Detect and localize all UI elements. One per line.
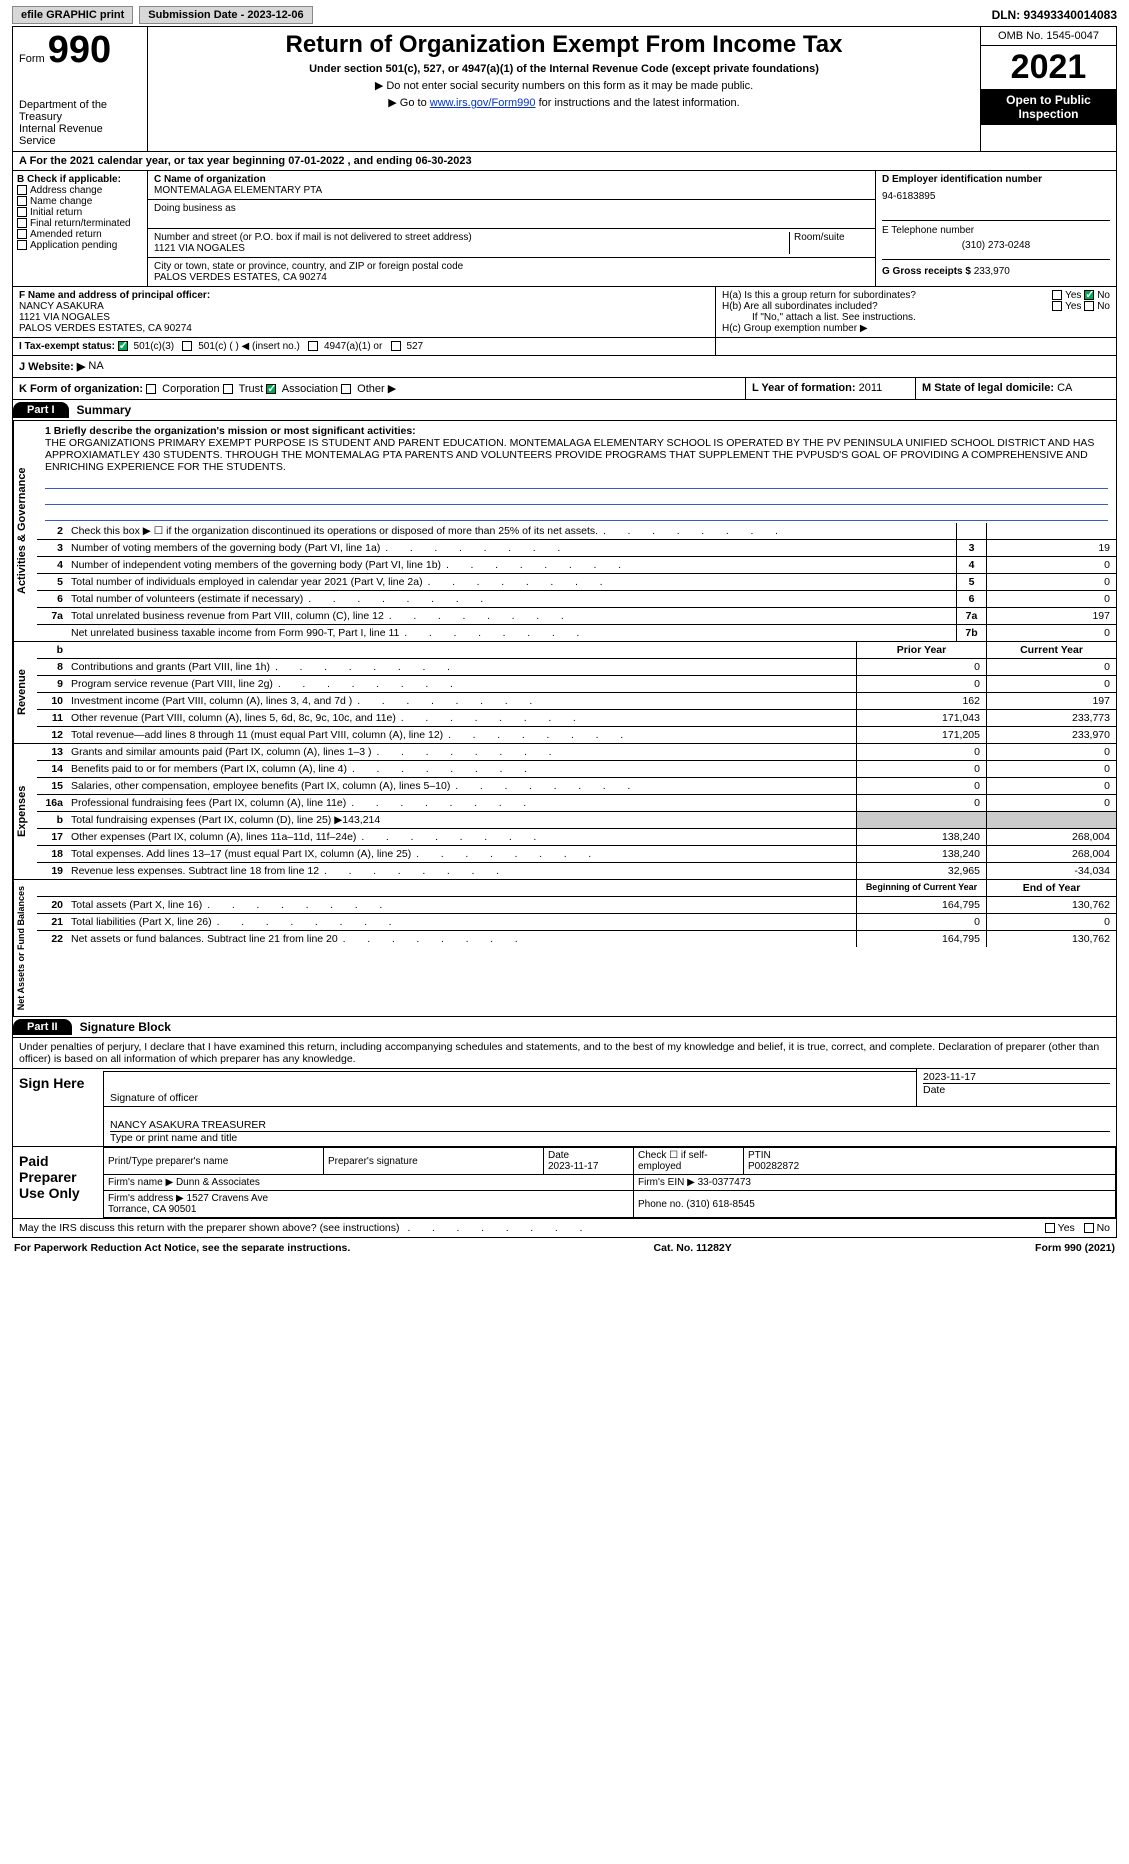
part2-header: Part II Signature Block bbox=[12, 1017, 1117, 1038]
rev-label: Revenue bbox=[13, 642, 37, 743]
sign-date: 2023-11-17 bbox=[923, 1071, 1110, 1083]
exp-line: 15Salaries, other compensation, employee… bbox=[37, 778, 1116, 795]
dln-text: DLN: 93493340014083 bbox=[992, 8, 1117, 22]
section-klm: K Form of organization: Corporation Trus… bbox=[12, 378, 1117, 400]
declaration-text: Under penalties of perjury, I declare th… bbox=[13, 1038, 1116, 1069]
gov-line: 6Total number of volunteers (estimate if… bbox=[37, 591, 1116, 608]
preparer-table: Print/Type preparer's name Preparer's si… bbox=[103, 1147, 1116, 1218]
form-title: Return of Organization Exempt From Incom… bbox=[158, 31, 970, 59]
part1-header: Part I Summary bbox=[12, 400, 1117, 421]
org-name: MONTEMALAGA ELEMENTARY PTA bbox=[154, 185, 322, 196]
exp-line: 13Grants and similar amounts paid (Part … bbox=[37, 744, 1116, 761]
org-city: PALOS VERDES ESTATES, CA 90274 bbox=[154, 272, 327, 283]
net-line: 20Total assets (Part X, line 16)164,7951… bbox=[37, 897, 1116, 914]
signature-block: Under penalties of perjury, I declare th… bbox=[12, 1038, 1117, 1238]
ptin: P00282872 bbox=[748, 1161, 799, 1172]
mission-block: 1 Briefly describe the organization's mi… bbox=[37, 421, 1116, 523]
rev-line: 10Investment income (Part VIII, column (… bbox=[37, 693, 1116, 710]
paid-preparer-label: Paid Preparer Use Only bbox=[13, 1147, 103, 1218]
net-line: 22Net assets or fund balances. Subtract … bbox=[37, 931, 1116, 947]
gov-line: 4Number of independent voting members of… bbox=[37, 557, 1116, 574]
omb-number: OMB No. 1545-0047 bbox=[981, 27, 1116, 46]
section-c: C Name of organizationMONTEMALAGA ELEMEN… bbox=[148, 171, 876, 286]
irs-link[interactable]: www.irs.gov/Form990 bbox=[430, 97, 536, 109]
open-to-public: Open to Public Inspection bbox=[981, 89, 1116, 125]
gov-line: Net unrelated business taxable income fr… bbox=[37, 625, 1116, 641]
rev-line: 12Total revenue—add lines 8 through 11 (… bbox=[37, 727, 1116, 743]
dept-text: Department of the Treasury Internal Reve… bbox=[19, 99, 141, 147]
form-note1: ▶ Do not enter social security numbers o… bbox=[158, 79, 970, 92]
gov-line: 7aTotal unrelated business revenue from … bbox=[37, 608, 1116, 625]
firm-ein: 33-0377473 bbox=[698, 1177, 751, 1188]
gov-line: 5Total number of individuals employed in… bbox=[37, 574, 1116, 591]
website: NA bbox=[88, 360, 103, 373]
top-toolbar: efile GRAPHIC print Submission Date - 20… bbox=[12, 4, 1117, 27]
calendar-year-line: A For the 2021 calendar year, or tax yea… bbox=[12, 152, 1117, 171]
exp-line: bTotal fundraising expenses (Part IX, co… bbox=[37, 812, 1116, 829]
exp-line: 17Other expenses (Part IX, column (A), l… bbox=[37, 829, 1116, 846]
submission-date-button[interactable]: Submission Date - 2023-12-06 bbox=[139, 6, 312, 24]
ein: 94-6183895 bbox=[882, 185, 1110, 202]
org-street: 1121 VIA NOGALES bbox=[154, 243, 245, 254]
exp-label: Expenses bbox=[13, 744, 37, 879]
mission-text: THE ORGANIZATIONS PRIMARY EXEMPT PURPOSE… bbox=[45, 437, 1108, 473]
form-subtitle: Under section 501(c), 527, or 4947(a)(1)… bbox=[158, 63, 970, 75]
form-label: Form bbox=[19, 53, 45, 65]
officer-name-title: NANCY ASAKURA TREASURER bbox=[110, 1119, 1110, 1131]
section-j: J Website: ▶ NA bbox=[12, 356, 1117, 378]
exp-line: 14Benefits paid to or for members (Part … bbox=[37, 761, 1116, 778]
net-header-row: Beginning of Current Year End of Year bbox=[37, 880, 1116, 897]
efile-button[interactable]: efile GRAPHIC print bbox=[12, 6, 133, 24]
form-note2: ▶ Go to www.irs.gov/Form990 for instruct… bbox=[158, 96, 970, 109]
sign-here-label: Sign Here bbox=[13, 1069, 103, 1146]
firm-name: Dunn & Associates bbox=[176, 1177, 260, 1188]
exp-line: 19Revenue less expenses. Subtract line 1… bbox=[37, 863, 1116, 879]
page-footer: For Paperwork Reduction Act Notice, see … bbox=[12, 1238, 1117, 1258]
section-b: B Check if applicable: Address change Na… bbox=[13, 171, 148, 286]
tax-year: 2021 bbox=[981, 46, 1116, 89]
rev-line: 9Program service revenue (Part VIII, lin… bbox=[37, 676, 1116, 693]
section-i: I Tax-exempt status: 501(c)(3) 501(c) ( … bbox=[12, 338, 1117, 356]
phone: (310) 273-0248 bbox=[882, 236, 1110, 251]
firm-phone: (310) 618-8545 bbox=[686, 1199, 754, 1210]
gross-receipts: 233,970 bbox=[974, 266, 1010, 277]
officer-name: NANCY ASAKURA bbox=[19, 301, 104, 312]
exp-line: 18Total expenses. Add lines 13–17 (must … bbox=[37, 846, 1116, 863]
net-line: 21Total liabilities (Part X, line 26)00 bbox=[37, 914, 1116, 931]
gov-line: 2Check this box ▶ ☐ if the organization … bbox=[37, 523, 1116, 540]
section-fh: F Name and address of principal officer:… bbox=[12, 287, 1117, 338]
gov-label: Activities & Governance bbox=[13, 421, 37, 641]
rev-line: 8Contributions and grants (Part VIII, li… bbox=[37, 659, 1116, 676]
net-label: Net Assets or Fund Balances bbox=[13, 880, 37, 1016]
may-discuss-row: May the IRS discuss this return with the… bbox=[13, 1219, 1116, 1237]
form-header: Form 990 Department of the Treasury Inte… bbox=[12, 27, 1117, 152]
gov-line: 3Number of voting members of the governi… bbox=[37, 540, 1116, 557]
exp-line: 16aProfessional fundraising fees (Part I… bbox=[37, 795, 1116, 812]
form-number: 990 bbox=[48, 29, 111, 71]
rev-line: 11Other revenue (Part VIII, column (A), … bbox=[37, 710, 1116, 727]
section-deg: D Employer identification number 94-6183… bbox=[876, 171, 1116, 286]
section-bcd: B Check if applicable: Address change Na… bbox=[12, 171, 1117, 287]
rev-header-row: b Prior Year Current Year bbox=[37, 642, 1116, 659]
